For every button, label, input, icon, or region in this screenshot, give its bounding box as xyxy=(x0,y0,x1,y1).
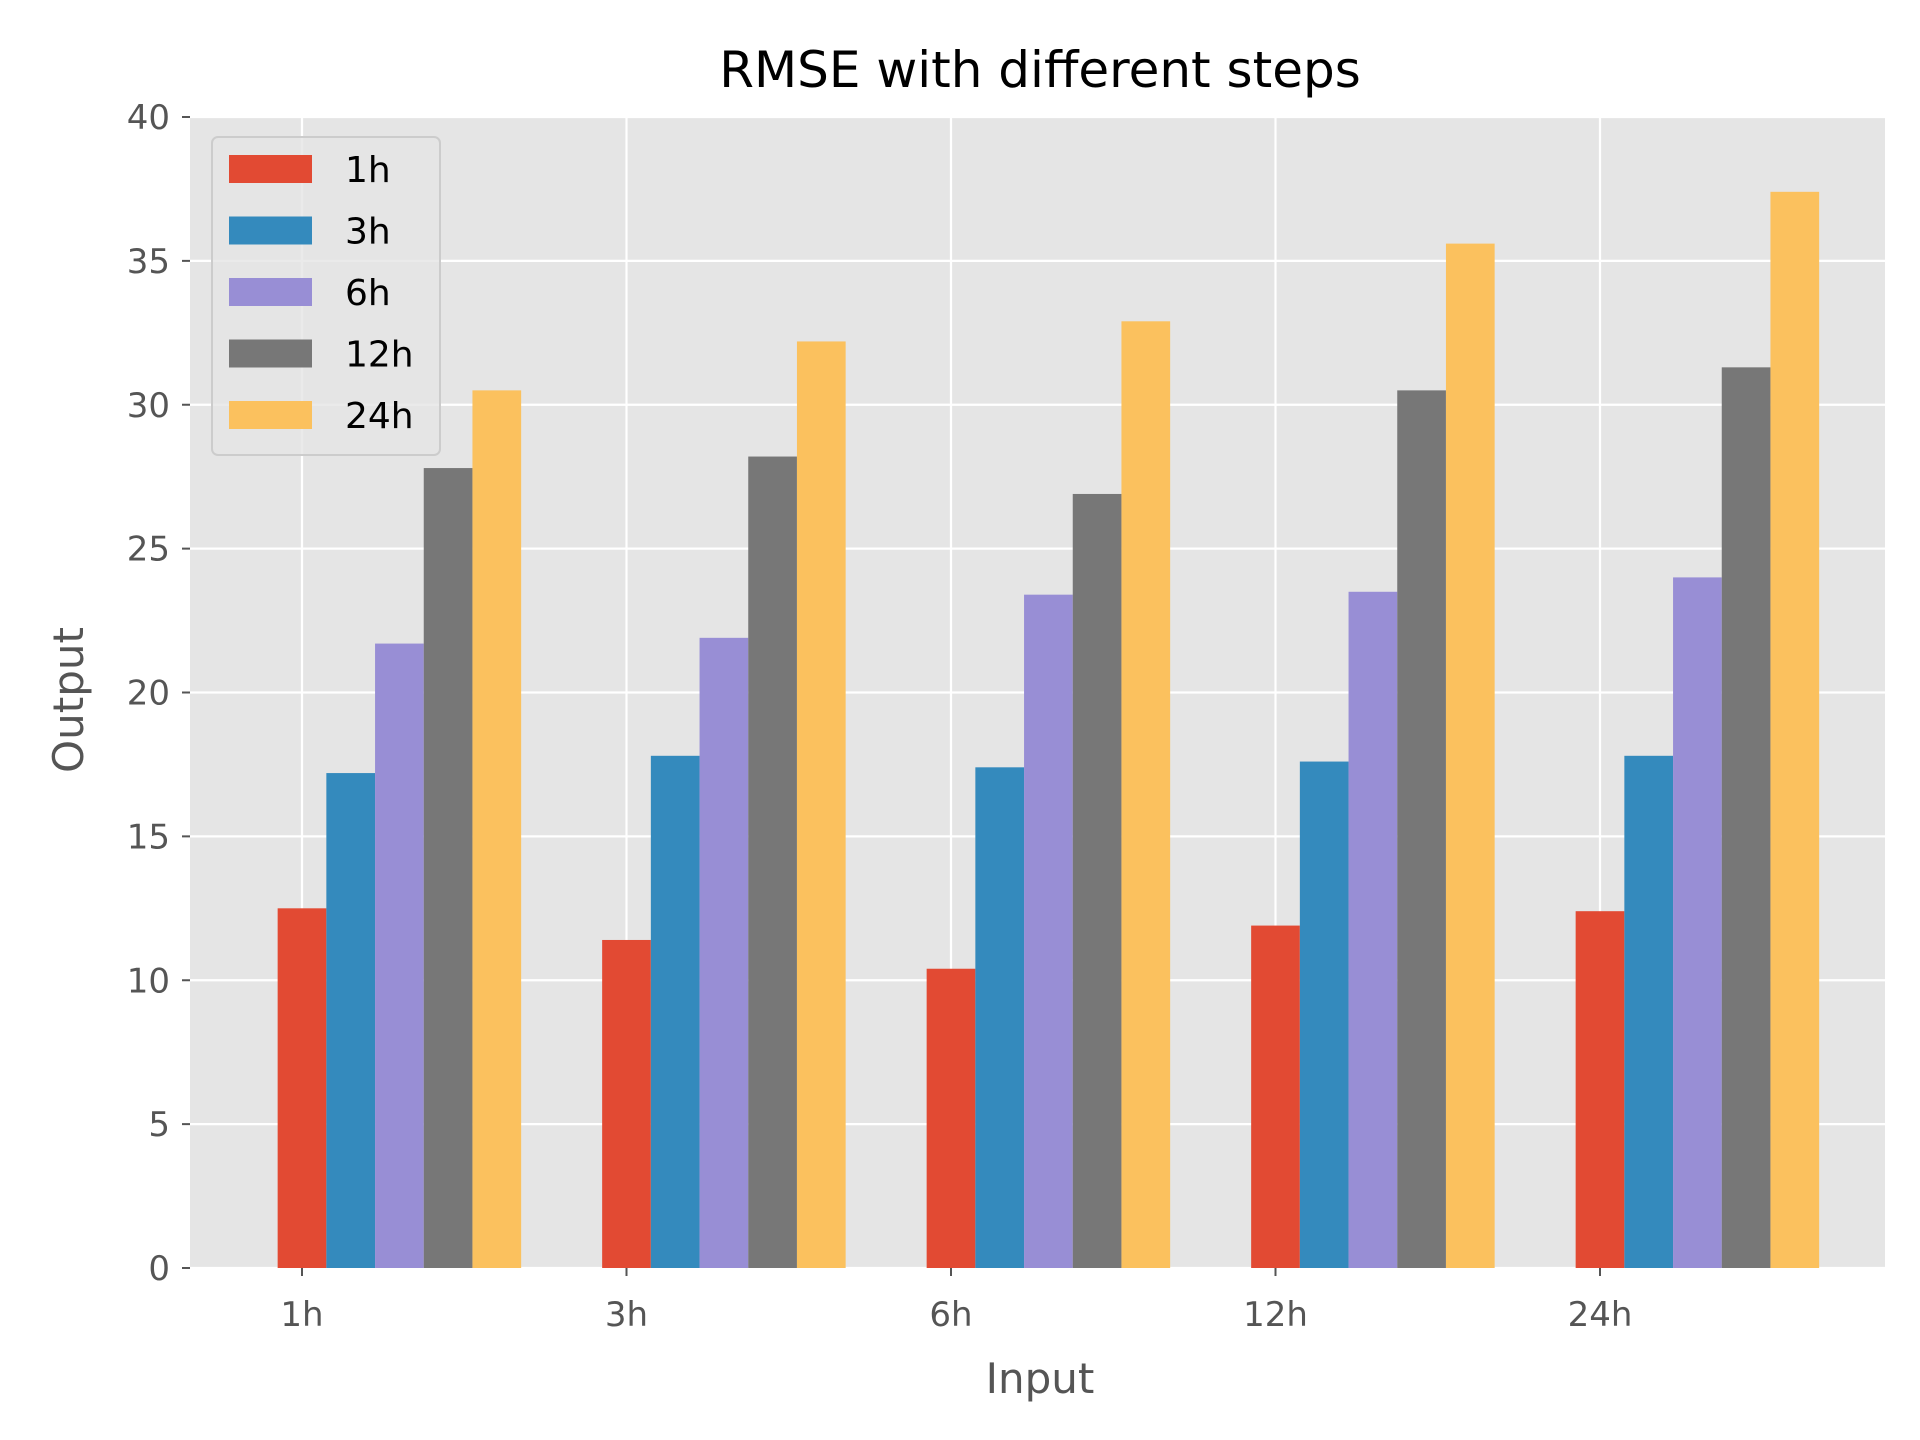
y-tick-label: 20 xyxy=(127,674,170,714)
bar-6h-12h xyxy=(1348,591,1398,1268)
x-tick-label: 3h xyxy=(605,1295,648,1335)
bar-1h-3h xyxy=(602,939,651,1268)
y-axis-label: Output xyxy=(44,627,93,773)
bar-24h-12h xyxy=(1445,243,1495,1269)
bar-6h-3h xyxy=(699,637,749,1268)
legend-swatch-1h xyxy=(229,155,312,183)
bar-12h-3h xyxy=(748,456,797,1268)
x-tick-label: 24h xyxy=(1568,1295,1633,1335)
legend-swatch-3h xyxy=(229,216,312,245)
bar-3h-1h xyxy=(326,773,376,1268)
bars xyxy=(277,191,1820,1269)
legend-label: 12h xyxy=(345,335,414,376)
bar-3h-6h xyxy=(975,767,1025,1268)
y-tick-label: 40 xyxy=(127,98,170,138)
bar-12h-1h xyxy=(423,468,473,1268)
legend-label: 1h xyxy=(345,150,391,191)
bar-6h-1h xyxy=(375,643,424,1268)
bar-12h-12h xyxy=(1397,390,1446,1268)
bar-1h-24h xyxy=(1575,911,1625,1268)
bar-12h-6h xyxy=(1072,493,1122,1268)
legend: 1h 3h 6h 12h 24h xyxy=(211,136,441,456)
bar-1h-1h xyxy=(277,908,327,1268)
bar-24h-1h xyxy=(472,390,522,1268)
bar-24h-3h xyxy=(796,341,846,1268)
bar-3h-3h xyxy=(650,755,700,1268)
bar-3h-12h xyxy=(1299,761,1349,1268)
bar-3h-24h xyxy=(1624,755,1674,1268)
bar-1h-12h xyxy=(1251,925,1300,1268)
x-tick-label: 6h xyxy=(929,1295,972,1335)
bar-6h-6h xyxy=(1024,594,1073,1268)
bar-24h-6h xyxy=(1121,321,1171,1268)
bar-6h-24h xyxy=(1673,577,1722,1268)
legend-label: 3h xyxy=(345,212,391,253)
bar-1h-6h xyxy=(926,968,976,1268)
bar-12h-24h xyxy=(1721,367,1771,1268)
legend-label: 24h xyxy=(345,396,414,437)
x-axis-label: Input xyxy=(986,1354,1095,1403)
x-tick-label: 12h xyxy=(1243,1295,1308,1335)
y-tick-label: 10 xyxy=(127,961,170,1001)
legend-swatch-12h xyxy=(229,339,312,368)
legend-swatch-24h xyxy=(229,401,312,429)
y-tick-label: 15 xyxy=(127,817,170,857)
y-tick-label: 30 xyxy=(127,386,170,426)
chart-title: RMSE with different steps xyxy=(719,41,1361,99)
bar-24h-24h xyxy=(1770,191,1820,1269)
legend-swatch-6h xyxy=(229,278,312,306)
x-axis-ticks: 1h 3h 6h 12h 24h xyxy=(280,1268,1632,1335)
x-tick-label: 1h xyxy=(280,1295,323,1335)
legend-label: 6h xyxy=(345,273,391,314)
y-tick-label: 0 xyxy=(148,1249,170,1289)
y-tick-label: 5 xyxy=(148,1105,170,1145)
y-axis-ticks: 0 5 10 15 20 25 30 35 40 xyxy=(127,98,190,1289)
y-tick-label: 35 xyxy=(127,242,170,282)
y-tick-label: 25 xyxy=(127,530,170,570)
